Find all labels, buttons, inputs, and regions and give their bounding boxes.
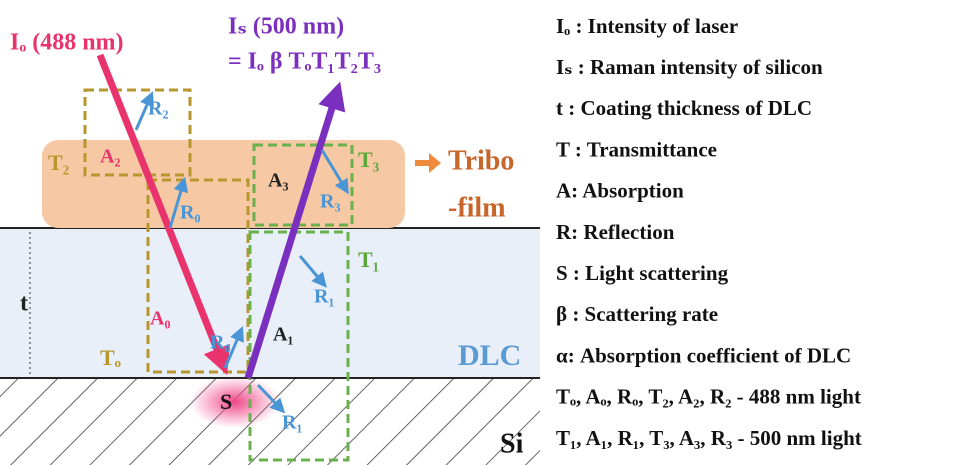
legend-entry: Tₒ, Aₒ, Rₒ, T₂, A₂, R₂ - 488 nm light xyxy=(556,385,861,409)
label: T₃ xyxy=(358,147,380,172)
label: R₀ xyxy=(180,202,200,224)
label: R₁ xyxy=(314,286,334,308)
legend-entry: t : Coating thickness of DLC xyxy=(556,96,812,120)
label: R₀ xyxy=(210,332,230,354)
tribo-label: Tribo xyxy=(448,145,514,176)
label: R₃ xyxy=(320,191,340,213)
legend-entry: S : Light scattering xyxy=(556,261,729,285)
label: Tₒ xyxy=(100,345,121,370)
tribo-label: -film xyxy=(448,192,506,223)
label: A₂ xyxy=(100,146,120,168)
scattered-label: Iₛ (500 nm) xyxy=(228,14,344,40)
incident-label: Iₒ (488 nm) xyxy=(10,30,124,56)
equation: = Iₒ β TₒT₁T₂T₃ xyxy=(228,49,381,75)
legend-entry: α: Absorption coefficient of DLC xyxy=(556,343,851,367)
arrow-icon xyxy=(415,153,441,173)
legend: Iₒ : Intensity of laser Iₛ : Raman intens… xyxy=(556,14,862,450)
label: A₀ xyxy=(150,308,170,330)
legend-entry: Iₛ : Raman intensity of silicon xyxy=(556,55,823,79)
label: R₁ xyxy=(282,412,302,434)
si-label: Si xyxy=(500,428,524,459)
label: T₁ xyxy=(358,247,379,272)
dlc-label: DLC xyxy=(458,339,521,372)
label: T₂ xyxy=(48,150,70,175)
label: A₁ xyxy=(273,324,293,346)
label: R₂ xyxy=(148,98,168,120)
legend-entry: A: Absorption xyxy=(556,179,684,203)
scatter-glow xyxy=(190,376,280,428)
legend-entry: R: Reflection xyxy=(556,220,675,244)
label: S xyxy=(220,389,232,414)
label: A₃ xyxy=(268,170,288,192)
legend-entry: T : Transmittance xyxy=(556,137,717,161)
legend-entry: β : Scattering rate xyxy=(556,302,718,326)
label: t xyxy=(20,291,28,317)
diagram: Iₒ (488 nm) Iₛ (500 nm) = Iₒ β TₒT₁T₂T₃ … xyxy=(0,0,975,465)
legend-entry: T₁, A₁, R₁, T₃, A₃, R₃ - 500 nm light xyxy=(556,426,862,450)
legend-entry: Iₒ : Intensity of laser xyxy=(556,14,738,38)
